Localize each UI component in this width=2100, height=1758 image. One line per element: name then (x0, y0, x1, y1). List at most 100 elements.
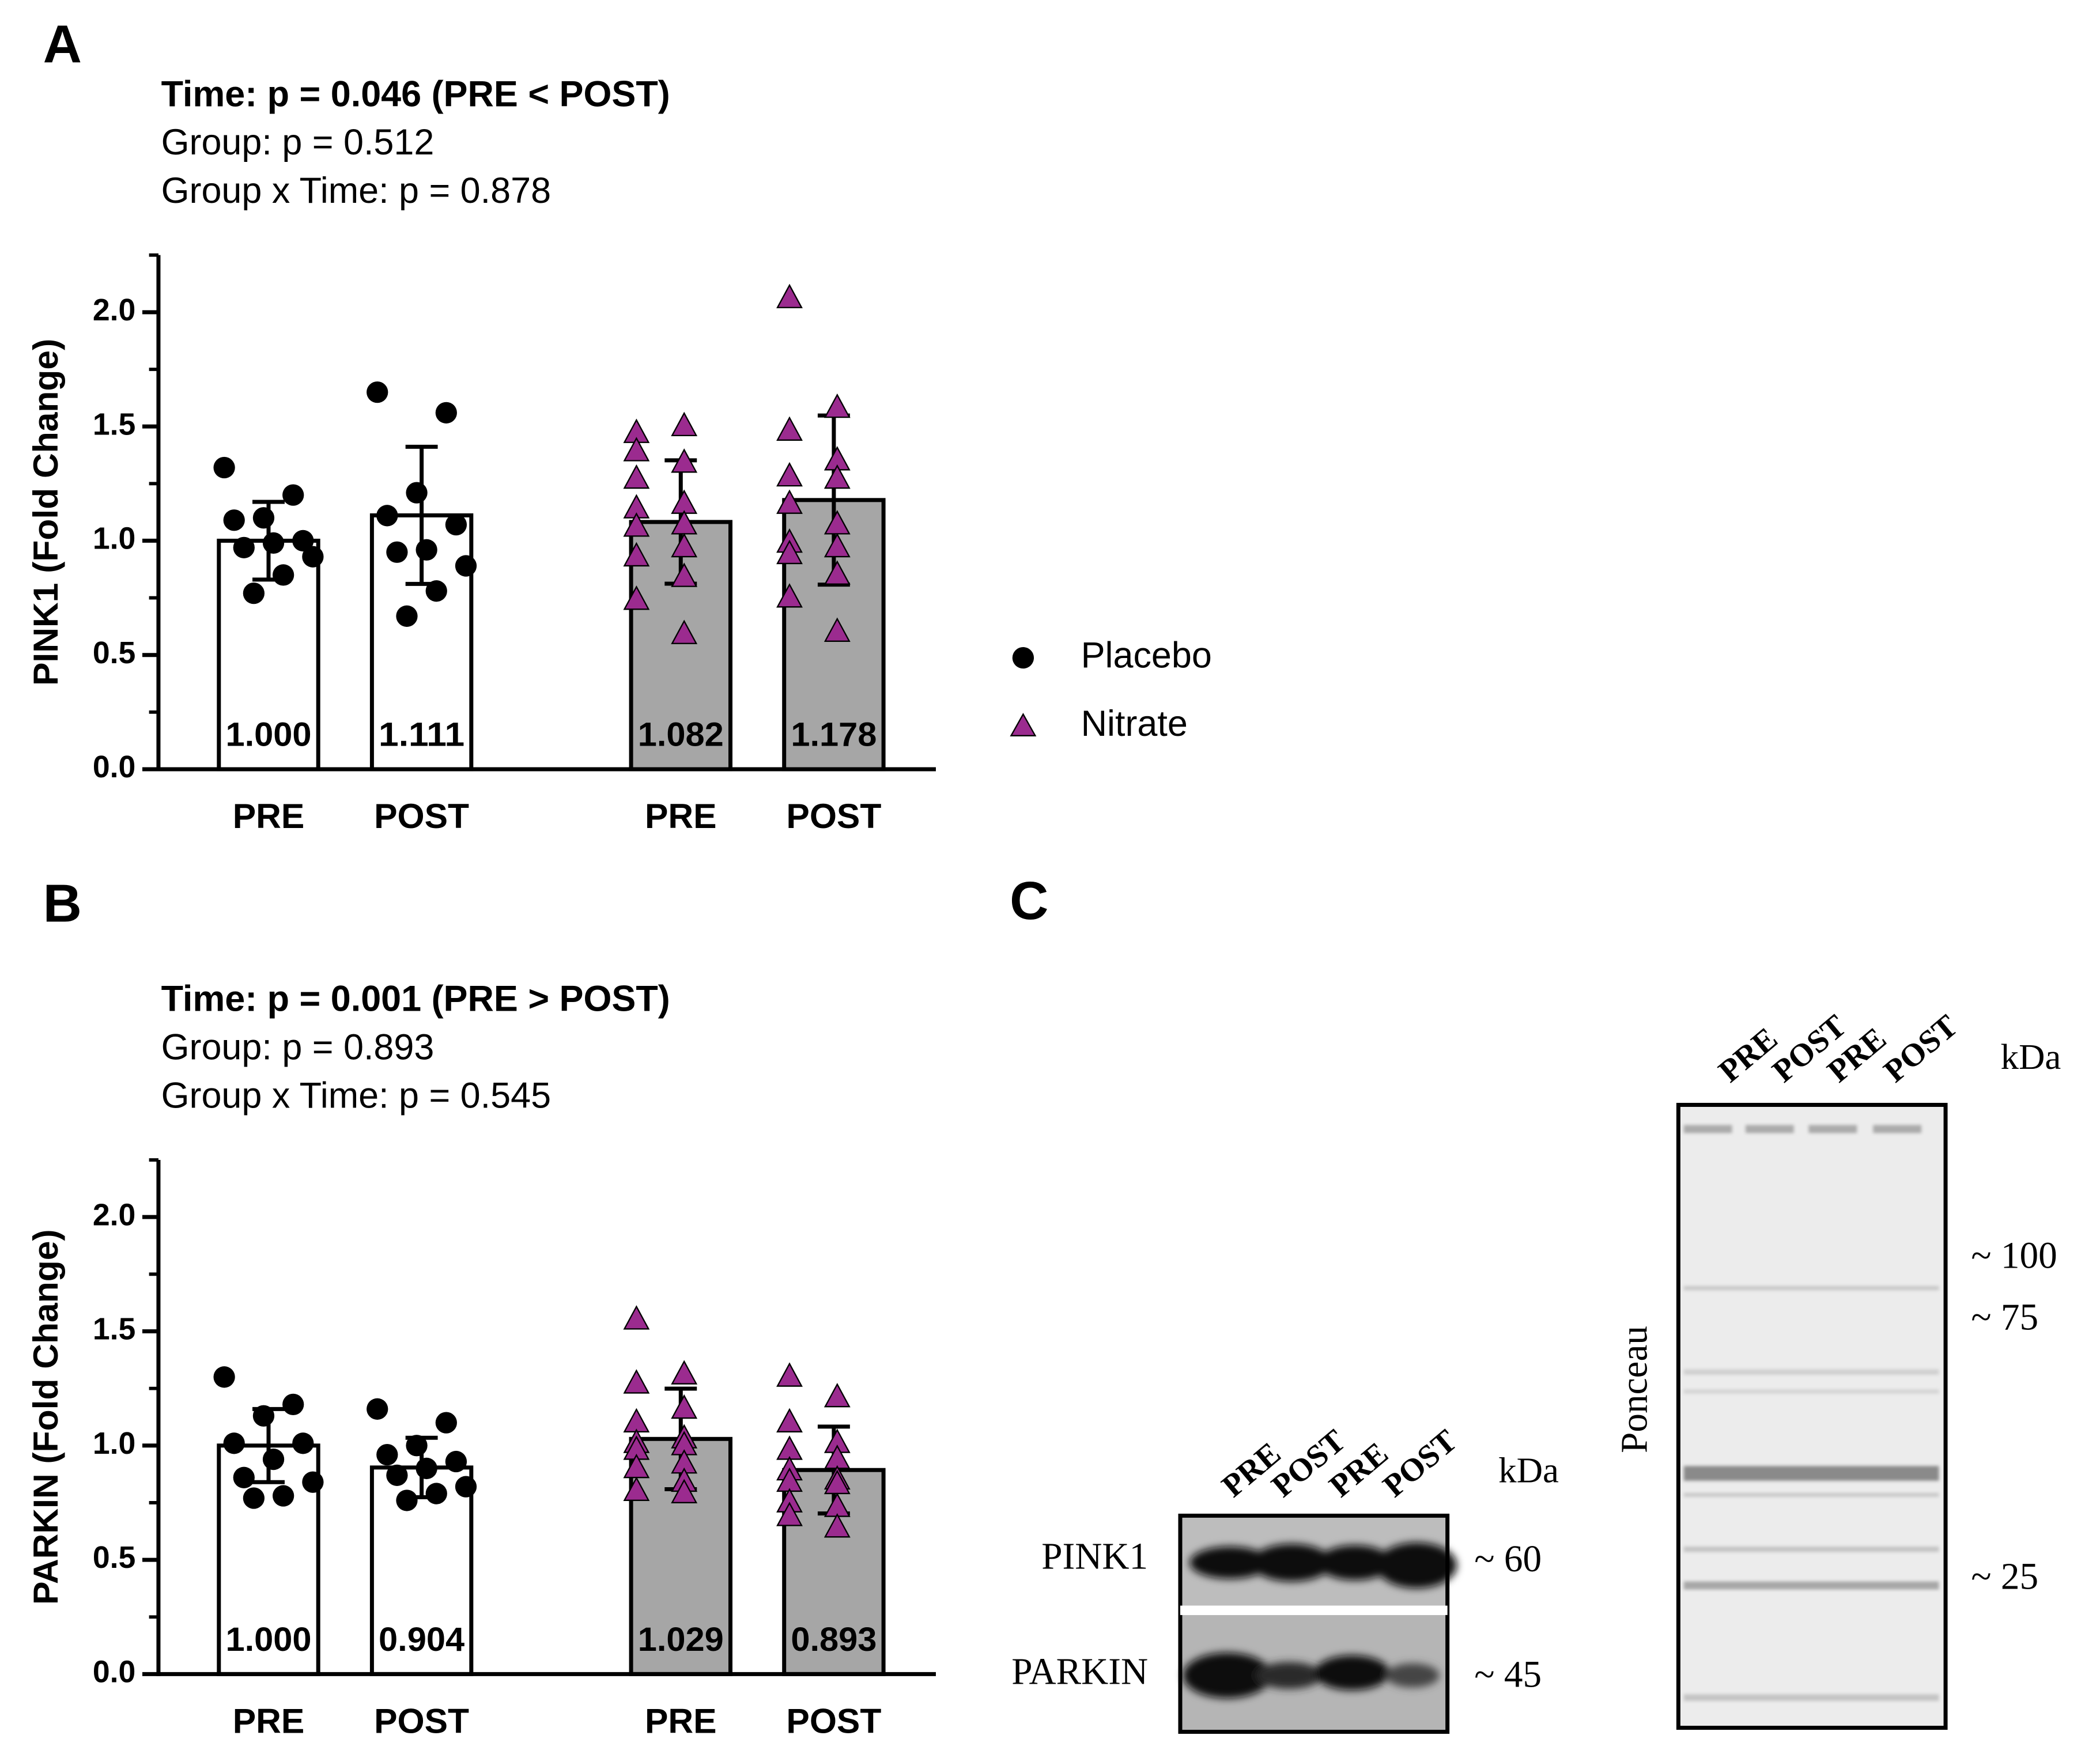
legend-label: Placebo (1081, 635, 1212, 675)
data-point (623, 1476, 650, 1501)
value-label: 0.904 (379, 1621, 465, 1658)
data-point (623, 437, 650, 462)
data-point (824, 393, 851, 418)
x-tick-label: POST (374, 1702, 469, 1741)
kda-label: kDa (1498, 1450, 1559, 1491)
data-point (292, 530, 314, 552)
row-label: PARKIN (1011, 1651, 1148, 1693)
y-tick-label: 1.0 (93, 1426, 135, 1461)
data-point (776, 583, 803, 608)
data-point (252, 507, 275, 529)
data-point (292, 1432, 314, 1454)
data-point (213, 456, 235, 479)
chart-subtitle: Group: p = 0.512 (161, 122, 435, 162)
data-point (824, 532, 851, 558)
data-point (223, 1432, 245, 1454)
chart-subtitle: Group x Time: p = 0.878 (161, 171, 551, 211)
y-tick-label: 1.5 (93, 1312, 135, 1347)
data-point (671, 1479, 698, 1503)
data-point (406, 1435, 428, 1457)
x-tick-label: POST (786, 1702, 881, 1741)
data-point (445, 1450, 467, 1473)
value-label: 1.111 (379, 716, 464, 754)
data-point (445, 514, 467, 536)
data-point (776, 1362, 803, 1387)
data-point (262, 532, 285, 554)
kda-label: kDa (2001, 1037, 2061, 1077)
data-point (455, 1476, 477, 1498)
data-point (233, 536, 255, 558)
data-point (776, 539, 803, 565)
x-tick-label: PRE (645, 1702, 717, 1741)
data-point (243, 1487, 265, 1509)
data-point (824, 1382, 851, 1408)
value-label: 1.082 (638, 716, 724, 754)
data-point (252, 1405, 275, 1427)
value-label: 0.893 (791, 1621, 877, 1658)
data-point (416, 1457, 437, 1480)
data-point (213, 1366, 235, 1388)
y-tick-label: 1.5 (93, 407, 135, 441)
legend-marker (1012, 647, 1034, 669)
data-point (776, 489, 803, 514)
data-point (396, 605, 418, 627)
data-point (671, 1394, 698, 1419)
y-tick-label: 0.0 (93, 750, 135, 784)
y-tick-label: 1.0 (93, 521, 135, 556)
data-point (272, 1485, 294, 1507)
row-label: PINK1 (1041, 1536, 1148, 1577)
x-tick-label: PRE (233, 796, 305, 835)
kda-marker: ~ 75 (1971, 1297, 2038, 1339)
x-tick-label: POST (786, 796, 881, 835)
chart-title: Time: p = 0.001 (PRE > POST) (161, 979, 670, 1019)
data-point (671, 532, 698, 558)
data-point (824, 1513, 851, 1538)
data-point (623, 542, 650, 567)
data-point (824, 464, 851, 489)
data-point (671, 448, 698, 473)
chart-subtitle: Group: p = 0.893 (161, 1027, 435, 1068)
data-point (386, 1464, 408, 1486)
data-point (376, 505, 398, 527)
data-point (435, 1412, 457, 1434)
y-tick-label: 2.0 (93, 293, 135, 327)
data-point (243, 583, 265, 604)
blot-image (1178, 1513, 1457, 1734)
x-tick-label: PRE (645, 796, 717, 835)
data-point (435, 402, 457, 424)
data-point (406, 482, 428, 504)
data-point (282, 484, 304, 506)
data-point (776, 416, 803, 441)
kda-marker: ~ 45 (1474, 1654, 1542, 1695)
legend-label: Nitrate (1081, 704, 1188, 744)
y-tick-label: 2.0 (93, 1197, 135, 1232)
data-point (671, 1360, 698, 1385)
chart: A Time: p = 0.046 (PRE < POST) Group: p = … (26, 14, 1212, 835)
data-point (396, 1489, 418, 1511)
y-axis-label: PARKIN (Fold Change) (26, 1229, 65, 1605)
legend-entry: Placebo (1012, 635, 1212, 675)
data-point (367, 1398, 388, 1420)
x-tick-label: PRE (233, 1702, 305, 1741)
panel-letter: A (43, 14, 82, 74)
y-axis-label: PINK1 (Fold Change) (26, 339, 65, 686)
data-point (623, 1369, 650, 1394)
value-label: 1.178 (791, 716, 877, 754)
panel-letter: B (43, 874, 82, 933)
data-point (233, 1466, 255, 1488)
kda-marker: ~ 25 (1971, 1556, 2038, 1597)
legend-entry: Nitrate (1010, 704, 1188, 744)
data-point (776, 1435, 803, 1460)
data-point (776, 283, 803, 308)
legend-marker (1010, 713, 1037, 736)
data-point (623, 464, 650, 489)
charts: A Time: p = 0.046 (PRE < POST) Group: p = … (26, 14, 1212, 1740)
data-point (623, 512, 650, 537)
data-point (623, 1305, 650, 1330)
data-point (272, 564, 294, 586)
data-point (671, 411, 698, 437)
data-point (776, 1502, 803, 1526)
chart-subtitle: Group x Time: p = 0.545 (161, 1075, 551, 1116)
data-point (282, 1393, 304, 1416)
